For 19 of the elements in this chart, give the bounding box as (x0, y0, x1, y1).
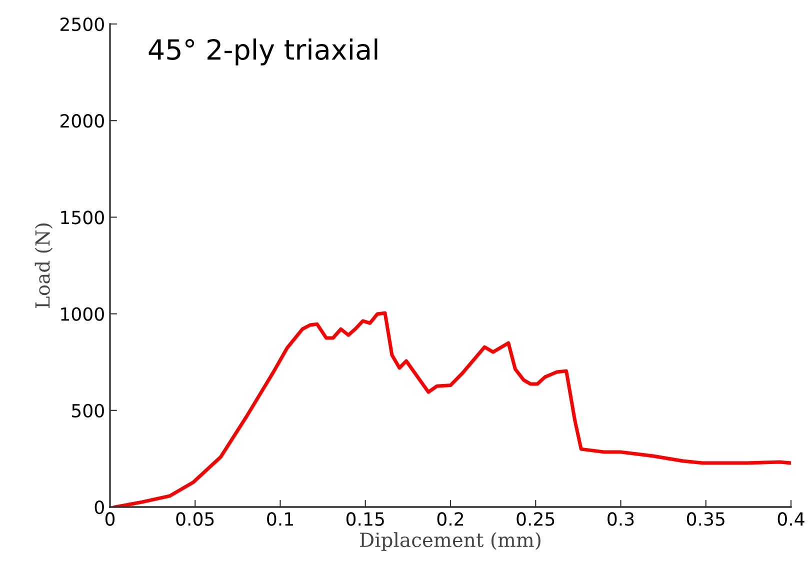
line-series (113, 311, 791, 507)
text: 45° 2-ply triaxial (148, 38, 378, 66)
y-axis-title: Load (N) (34, 224, 53, 308)
y-tick-label: 2500 (60, 17, 104, 32)
x-tick-label: 0.25 (516, 512, 554, 526)
y-tick-label: 1000 (61, 307, 104, 321)
x-tick-label: 0.4 (778, 512, 804, 526)
x-tick-label: 0.3 (608, 512, 634, 526)
x-tick-label: 0.35 (686, 512, 724, 526)
y-tick-label: 500 (72, 404, 104, 418)
y-tick-label: 0 (94, 500, 104, 514)
x-tick-label: 0.1 (267, 512, 293, 526)
y-tick-label: 1500 (61, 210, 104, 224)
y-tick-label: 2000 (60, 114, 104, 128)
x-tick-label: 0.05 (176, 512, 214, 526)
x-tick-label: 0.2 (437, 512, 464, 526)
x-tick-label: 0.15 (346, 512, 384, 526)
x-axis-title: Diplacement (mm) (360, 532, 540, 551)
x-tick-label: 0 (105, 512, 115, 526)
